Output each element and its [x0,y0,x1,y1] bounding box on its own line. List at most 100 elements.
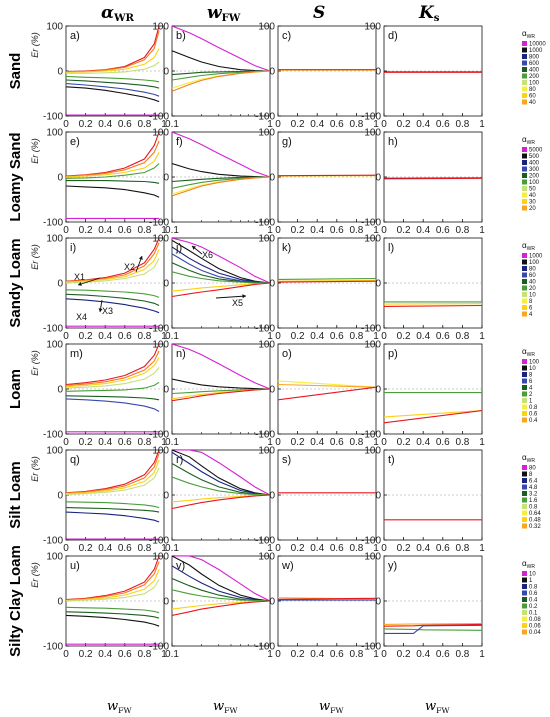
x-tick-label: 1 [373,543,379,554]
series-line-5 [66,293,160,307]
column-header-3-sub: s [434,12,440,24]
panel-label: i) [70,242,76,254]
annotation-arrow-x5-head [242,294,246,299]
panel-label: w) [281,560,294,572]
panel-label: k) [282,242,291,254]
panel-label: c) [282,30,291,42]
legend-value: 4 [529,312,533,318]
legend-swatch [522,484,527,490]
x-tick-label: 0.4 [416,119,430,130]
legend-value: 0.06 [529,624,541,630]
legend-value: 8 [529,373,533,379]
legend-swatch [522,577,527,583]
x-tick-label: 0.1 [165,543,179,554]
legend-value: 8 [529,299,533,305]
panel-label: r) [176,454,183,466]
panel-l: 1000-1000 0.2 0.4 0.6 0.8 1l) [361,234,485,343]
legend-swatch [522,285,527,291]
x-tick-label: 0.1 [165,437,179,448]
x-tick-label: 0.8 [349,119,363,130]
x-tick-label: 0.2 [397,649,411,660]
legend-swatch [522,99,527,105]
panel-label: b) [176,30,186,42]
panel-c: 1000-1000 0.2 0.4 0.6 0.8 1c) [255,22,379,131]
x-tick-label: 0.2 [397,543,411,554]
legend-swatch [522,590,527,596]
x-tick-label: 0.6 [118,119,132,130]
panel-label: e) [70,136,80,148]
series-group [172,132,270,197]
series-group [278,277,376,283]
y-tick-label: 0 [269,491,275,502]
legend-swatch [522,305,527,310]
y-axis-label: Er (%) [30,138,40,164]
y-tick-label: -100 [43,112,63,123]
legend-title-sub: WR [527,140,536,146]
series-line-5 [172,271,270,284]
series-line-4 [172,388,270,402]
legend-swatch [522,272,527,278]
legend-swatch [522,60,527,66]
x-tick-label: 0.4 [98,225,112,236]
panel-label: y) [388,560,397,572]
legend-value: 0.8 [529,585,538,591]
series-line-3 [66,467,160,496]
legend-value: 100 [529,180,540,186]
panel-w: 1000-1000 0.2 0.4 0.6 0.8 1w) [255,552,379,661]
x-tick-label: 0.6 [330,331,344,342]
series-line-5 [66,79,160,89]
column-header-2: S [313,3,325,23]
panel-label: m) [70,348,83,360]
x-tick-label: 0.2 [79,331,93,342]
y-tick-label: 0 [375,385,381,396]
series-group [278,380,376,401]
legend-value: 0.2 [529,604,538,610]
legend-value: 0.08 [529,617,541,623]
legend-swatch [522,491,527,496]
x-tick-label: 0.2 [291,649,305,660]
legend-swatch [522,597,527,602]
legend-value: 1 [529,578,533,584]
series-group [66,26,160,116]
x-tick-label: 0 [63,649,69,660]
panel-s: 1000-1000 0.2 0.4 0.6 0.8 1s) [255,446,379,555]
x-tick-label: 1 [267,331,273,342]
legend-value: 40 [529,193,536,199]
legend-swatch [522,186,527,191]
series-line-0 [172,556,270,602]
x-tick-label: 1 [267,437,273,448]
y-tick-label: 0 [163,173,169,184]
series-line-0 [172,132,270,178]
y-tick-label: -100 [361,218,381,229]
legend-swatch [522,404,527,410]
x-tick-label: 0.8 [349,331,363,342]
y-tick-label: 100 [152,446,169,457]
y-tick-label: 0 [57,67,63,78]
series-line-7 [66,86,160,103]
legend-swatch [522,147,527,152]
x-tick-label: 0.8 [455,225,469,236]
legend-swatch [522,93,527,98]
x-tick-label: 0.8 [455,543,469,554]
x-tick-label: 0.4 [416,225,430,236]
annotation-arrow-x6-head [192,246,196,250]
y-tick-label: -100 [43,430,63,441]
panel-label: n) [176,348,186,360]
legend-swatch [522,253,527,258]
x-tick-label: 0.2 [291,225,305,236]
y-tick-label: 100 [46,22,63,33]
x-tick-label: 0 [381,437,387,448]
legend-title: αWR [522,135,535,146]
y-tick-label: -100 [43,324,63,335]
x-tick-label: 0.8 [349,437,363,448]
panel-o: 1000-1000 0.2 0.4 0.6 0.8 1o) [255,340,379,449]
x-tick-label: 1 [479,331,485,342]
series-group [172,238,270,298]
legend-title: αWR [522,559,535,570]
annotation-arrow-x2-head [138,256,143,260]
y-tick-label: 100 [46,128,63,139]
x-tick-label: 0.6 [118,543,132,554]
legend-value: 5000 [529,148,543,154]
x-tick-label: 0.4 [310,331,324,342]
